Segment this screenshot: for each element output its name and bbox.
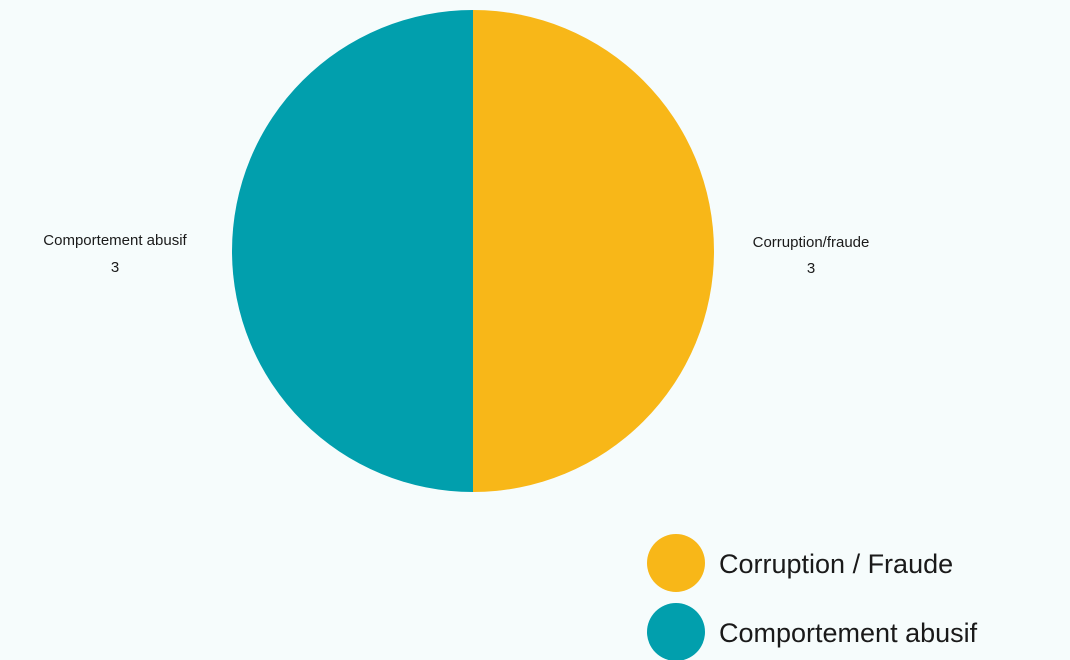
slice-label-comportement-abusif: Comportement abusif	[43, 232, 187, 249]
legend: Corruption / Fraude Comportement abusif	[647, 534, 978, 660]
legend-label-comportement-abusif: Comportement abusif	[719, 618, 978, 648]
slice-value-corruption-fraude: 3	[807, 260, 815, 277]
pie-slices	[232, 10, 714, 492]
slice-value-comportement-abusif: 3	[111, 259, 119, 276]
legend-swatch-corruption-fraude	[647, 534, 705, 592]
pie-slice-corruption-fraude	[473, 10, 714, 492]
slice-label-corruption-fraude: Corruption/fraude	[753, 234, 870, 251]
legend-label-corruption-fraude: Corruption / Fraude	[719, 549, 953, 579]
pie-slice-comportement-abusif	[232, 10, 473, 492]
legend-swatch-comportement-abusif	[647, 603, 705, 660]
